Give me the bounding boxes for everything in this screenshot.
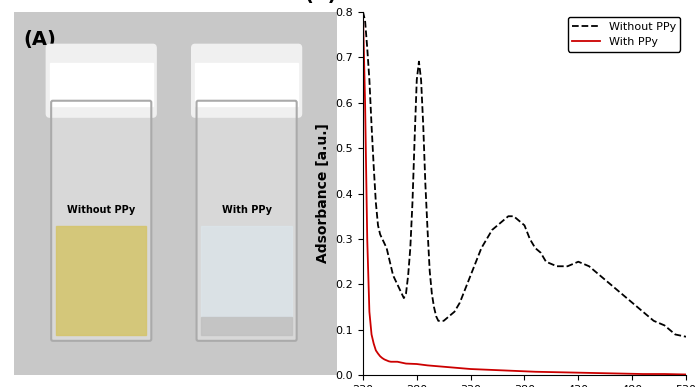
Without PPy (386, 264, 395, 269)
Without PPy (358, 9, 367, 14)
With PPy (368, 332, 376, 337)
With PPy (378, 356, 386, 360)
With PPy (400, 361, 408, 365)
With PPy (384, 359, 393, 364)
Bar (202, 226, 292, 317)
With PPy (380, 357, 389, 362)
With PPy (376, 354, 384, 359)
With PPy (370, 341, 378, 346)
With PPy (445, 365, 454, 370)
Text: With PPy: With PPy (222, 205, 272, 215)
FancyBboxPatch shape (197, 101, 297, 341)
With PPy (531, 370, 540, 374)
With PPy (456, 366, 464, 370)
With PPy (510, 368, 518, 373)
With PPy (382, 358, 391, 363)
With PPy (466, 367, 475, 372)
Bar (56, 226, 146, 336)
With PPy (389, 360, 398, 364)
With PPy (361, 100, 370, 105)
Y-axis label: Adsorbance [a.u.]: Adsorbance [a.u.] (316, 123, 330, 264)
With PPy (488, 368, 496, 372)
With PPy (660, 372, 668, 376)
Text: Without PPy: Without PPy (67, 205, 135, 215)
Legend: Without PPy, With PPy: Without PPy, With PPy (568, 17, 680, 51)
Text: (A): (A) (24, 30, 57, 49)
With PPy (552, 370, 561, 375)
With PPy (434, 364, 442, 368)
With PPy (596, 371, 604, 375)
With PPy (374, 351, 382, 356)
Without PPy (682, 334, 690, 339)
FancyBboxPatch shape (51, 101, 151, 341)
With PPy (358, 9, 367, 14)
Line: With PPy: With PPy (363, 12, 686, 375)
With PPy (386, 360, 395, 364)
Bar (50, 63, 153, 106)
Line: Without PPy: Without PPy (363, 12, 686, 337)
Without PPy (408, 200, 416, 205)
With PPy (402, 361, 410, 366)
With PPy (398, 360, 406, 365)
With PPy (363, 236, 372, 241)
With PPy (393, 360, 402, 364)
Bar (202, 317, 292, 336)
With PPy (391, 360, 400, 364)
Without PPy (456, 300, 464, 305)
With PPy (372, 348, 380, 353)
With PPy (682, 372, 690, 377)
With PPy (617, 371, 626, 376)
With PPy (424, 363, 432, 368)
Without PPy (378, 236, 386, 241)
FancyBboxPatch shape (46, 45, 156, 117)
Text: (B): (B) (304, 0, 337, 4)
Bar (195, 63, 298, 106)
With PPy (412, 362, 421, 366)
With PPy (365, 309, 374, 314)
Without PPy (370, 164, 378, 169)
With PPy (395, 360, 404, 365)
With PPy (638, 372, 647, 376)
Without PPy (406, 246, 414, 250)
FancyBboxPatch shape (192, 45, 302, 117)
With PPy (574, 370, 582, 375)
